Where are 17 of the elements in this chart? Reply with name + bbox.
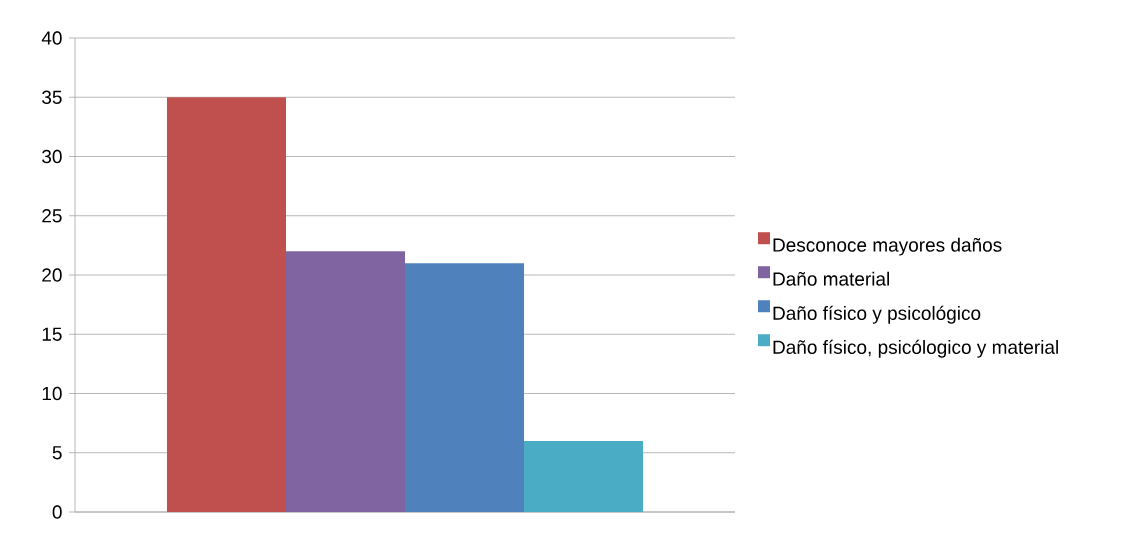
y-tick-label: 25 bbox=[42, 209, 62, 223]
bar bbox=[524, 440, 644, 512]
y-tick-label: 0 bbox=[52, 505, 62, 519]
y-tick-label: 10 bbox=[42, 386, 62, 401]
y-tick-label: 40 bbox=[41, 31, 62, 45]
bar bbox=[405, 263, 525, 512]
legend-label: Daño físico y psicológico bbox=[773, 305, 981, 324]
y-tick-label: 5 bbox=[52, 446, 62, 460]
y-tick-label: 35 bbox=[42, 90, 62, 104]
y-tick-label: 20 bbox=[42, 268, 62, 282]
bar bbox=[286, 251, 406, 512]
y-tick-label: 30 bbox=[42, 149, 62, 164]
legend-label: Desconoce mayores daños bbox=[773, 237, 1002, 256]
y-tick-label: 15 bbox=[42, 327, 62, 341]
legend-label: Daño físico, psicólogico y material bbox=[773, 339, 1058, 358]
legend-label: Daño material bbox=[773, 271, 889, 286]
bar bbox=[167, 97, 287, 512]
